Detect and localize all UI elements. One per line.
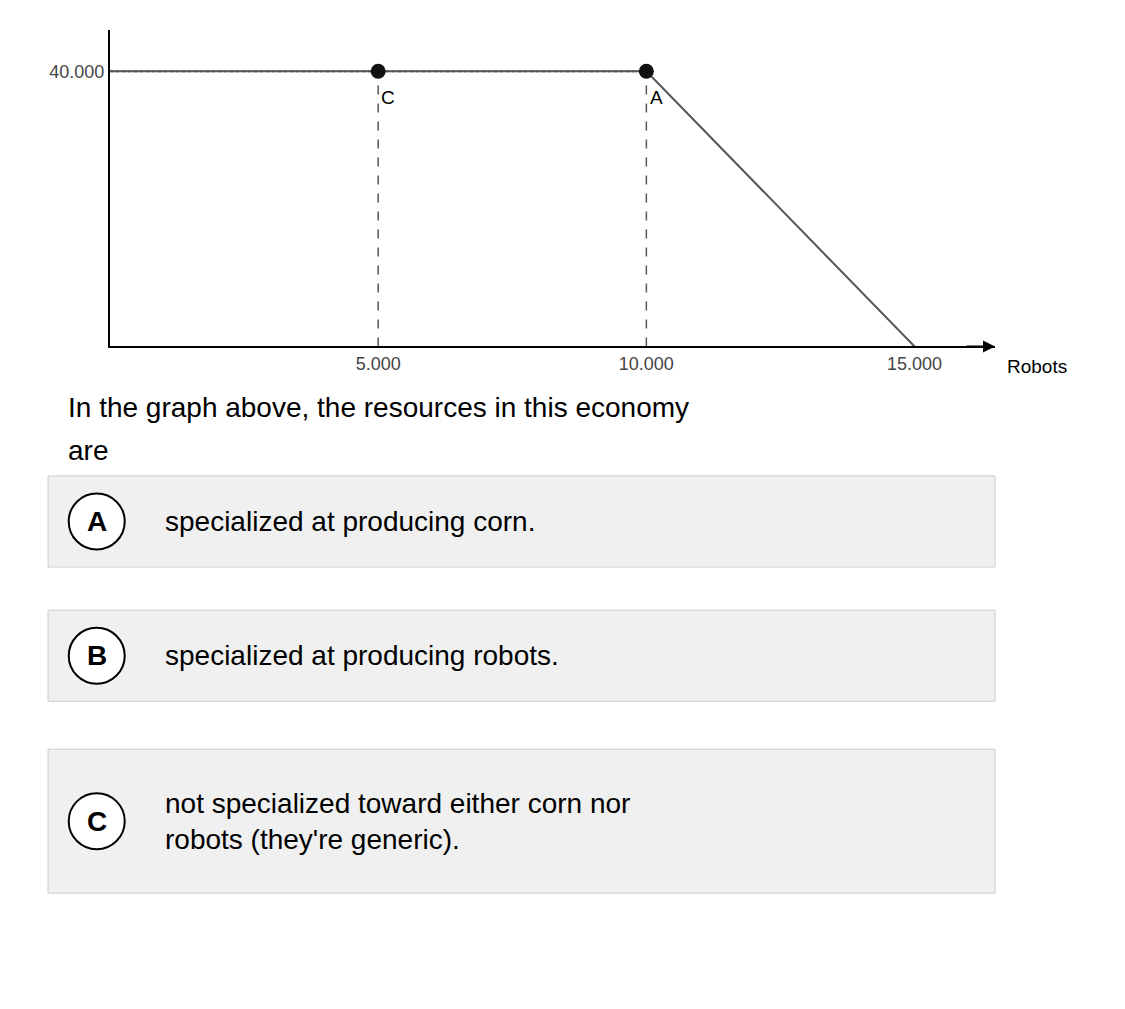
svg-text:15.000: 15.000 (887, 354, 942, 374)
svg-text:specialized at producing robot: specialized at producing robots. (165, 640, 559, 671)
svg-text:5.000: 5.000 (356, 354, 401, 374)
svg-text:C: C (381, 87, 395, 108)
svg-text:specialized at producing corn.: specialized at producing corn. (165, 506, 535, 537)
svg-text:A: A (87, 506, 107, 537)
svg-text:not specialized toward either: not specialized toward either corn norro… (165, 788, 630, 855)
svg-text:Robots: Robots (1007, 356, 1067, 377)
svg-text:B: B (87, 640, 107, 671)
svg-text:10.000: 10.000 (619, 354, 674, 374)
svg-text:In the graph above, the resour: In the graph above, the resources in thi… (68, 392, 689, 423)
svg-text:are: are (68, 435, 108, 466)
svg-text:C: C (87, 806, 107, 837)
svg-text:40.000: 40.000 (49, 62, 104, 82)
svg-text:A: A (650, 87, 663, 108)
